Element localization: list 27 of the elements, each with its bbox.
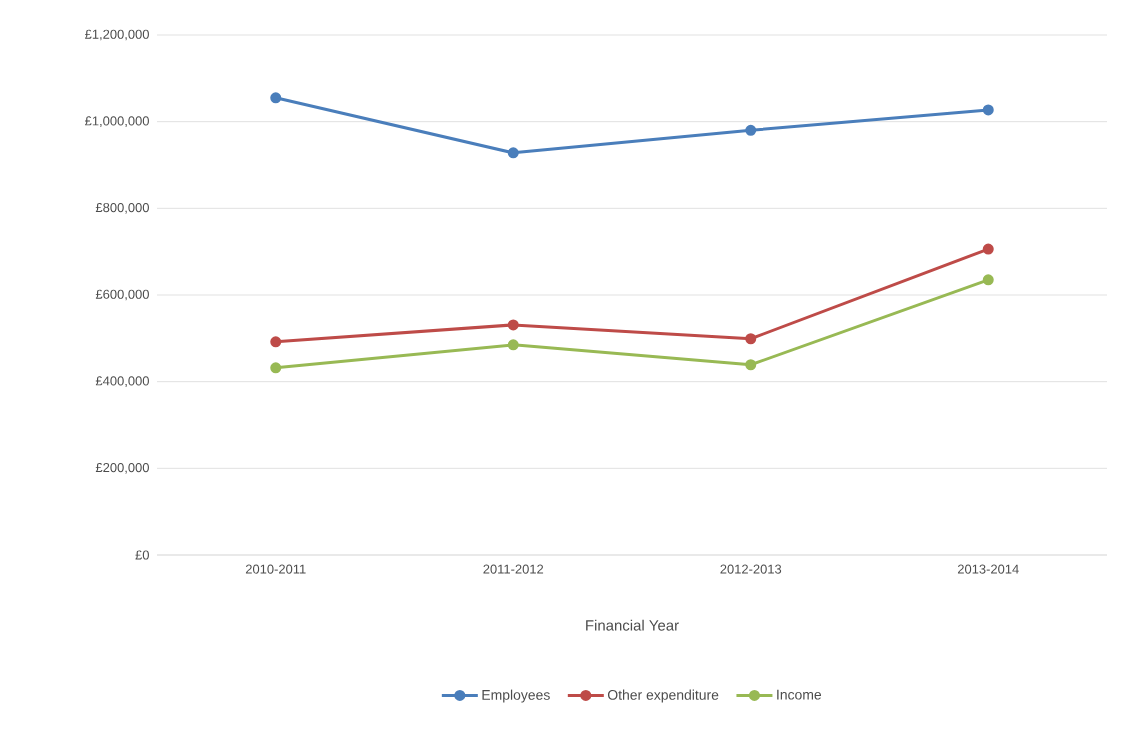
point xyxy=(507,319,519,331)
x-tick-label: 2013-2014 xyxy=(957,564,1019,574)
y-tick-label: £200,000 xyxy=(95,462,149,474)
x-tick-label: 2010-2011 xyxy=(245,564,306,574)
point xyxy=(507,147,519,159)
y-tick-label: £400,000 xyxy=(95,376,149,388)
x-tick-label: 2012-2013 xyxy=(720,564,782,574)
y-tick-label: £1,000,000 xyxy=(85,116,149,128)
x-tick-label: 2011-2012 xyxy=(483,564,544,574)
y-tick-label: £600,000 xyxy=(95,289,149,301)
point xyxy=(270,336,282,348)
legend-label: Income xyxy=(777,689,822,700)
point xyxy=(270,362,282,374)
point xyxy=(982,243,994,255)
legend-label: Other expenditure xyxy=(607,689,719,703)
point xyxy=(745,359,757,371)
point xyxy=(507,339,519,351)
point xyxy=(745,124,757,136)
y-tick-label: £0 xyxy=(135,550,149,560)
y-tick-label: £1,200,000 xyxy=(85,29,149,41)
y-tick-label: £800,000 xyxy=(95,202,149,214)
legend-label: Employees xyxy=(482,689,550,703)
point xyxy=(745,333,757,345)
point xyxy=(982,274,994,286)
point xyxy=(982,104,994,116)
point xyxy=(270,92,282,104)
x-axis-title: Financial Year xyxy=(586,619,679,631)
